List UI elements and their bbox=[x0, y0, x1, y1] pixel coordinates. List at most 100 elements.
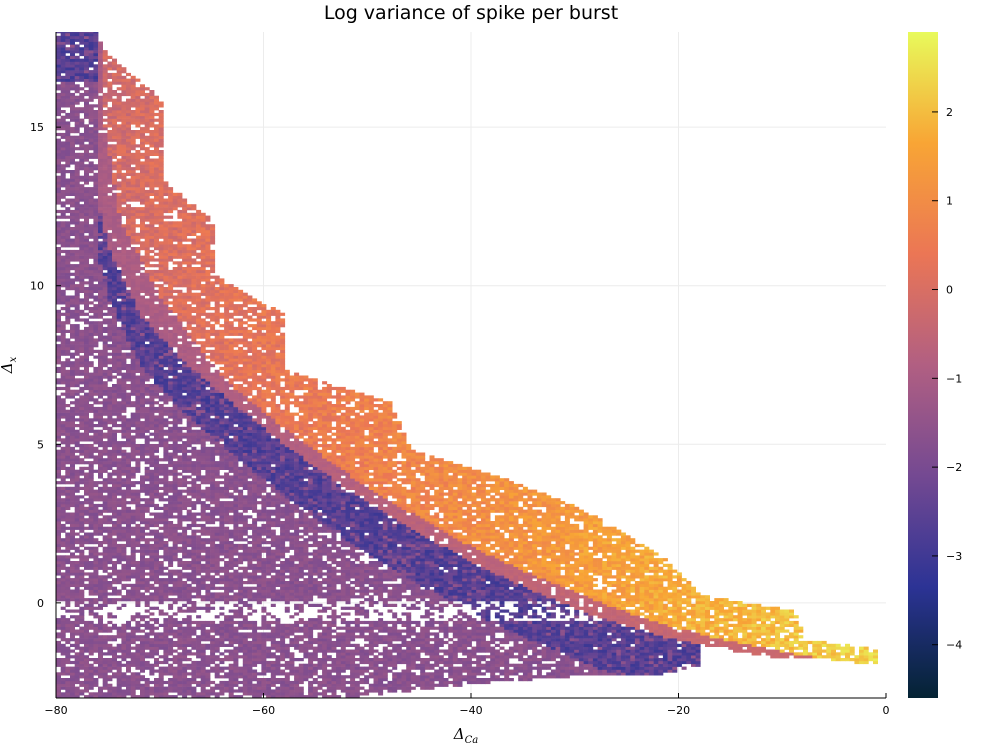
cell-lower bbox=[154, 569, 159, 573]
cell-lower bbox=[121, 429, 127, 433]
cell-upper bbox=[177, 235, 183, 239]
cell-lower bbox=[158, 678, 164, 682]
cell-upper bbox=[177, 204, 183, 208]
cell-upper bbox=[126, 172, 131, 176]
cell-lower bbox=[126, 481, 131, 485]
cell-lower bbox=[79, 364, 85, 368]
cell-lower bbox=[93, 643, 99, 647]
cell-dark-fringe bbox=[130, 312, 136, 316]
cell-lower bbox=[60, 406, 66, 411]
cell-upper bbox=[140, 110, 145, 114]
cell-dark-fringe bbox=[65, 50, 71, 54]
cell-upper bbox=[140, 170, 145, 174]
cell-lower bbox=[163, 478, 169, 482]
cell-lower bbox=[102, 321, 108, 325]
cell-lower bbox=[98, 364, 103, 368]
cell-lower bbox=[56, 224, 61, 228]
cell-lower bbox=[88, 50, 94, 54]
cell-lower bbox=[98, 695, 103, 698]
cell-lower bbox=[102, 346, 108, 351]
cell-lower bbox=[74, 235, 80, 239]
cell-lower bbox=[135, 626, 141, 630]
cell-lower bbox=[130, 632, 136, 636]
cell-lower bbox=[121, 426, 127, 430]
cell-mid-band bbox=[98, 152, 103, 156]
cell-lower bbox=[93, 321, 99, 325]
cell-upper bbox=[154, 272, 159, 276]
cell-lower bbox=[130, 538, 136, 542]
cell-mid-band bbox=[154, 326, 159, 331]
cell-mid-band bbox=[112, 249, 117, 254]
cell-lower bbox=[60, 375, 66, 379]
cell-mid-band bbox=[98, 75, 103, 79]
cell-dark-fringe bbox=[88, 33, 94, 37]
cell-mid-band bbox=[126, 269, 131, 274]
cell-dark-fringe bbox=[177, 381, 183, 385]
cell-lower bbox=[88, 127, 94, 131]
cell-lower bbox=[79, 655, 85, 659]
cell-lower bbox=[79, 155, 85, 159]
cell-lower bbox=[70, 218, 75, 222]
cell-upper bbox=[112, 178, 117, 182]
cell-lower bbox=[144, 523, 150, 528]
cell-lower bbox=[140, 538, 145, 542]
cell-lower bbox=[93, 287, 99, 291]
cell-lower bbox=[140, 566, 145, 570]
cell-lower bbox=[98, 324, 103, 328]
cell-lower bbox=[182, 535, 188, 539]
cell-lower bbox=[107, 432, 113, 436]
cell-lower bbox=[56, 301, 61, 305]
cell-lower bbox=[168, 603, 174, 607]
cell-lower bbox=[98, 309, 103, 313]
cell-lower bbox=[56, 152, 61, 156]
cell-lower bbox=[93, 612, 99, 616]
cell-mid-band bbox=[112, 212, 117, 216]
cell-lower bbox=[65, 381, 71, 385]
cell-lower bbox=[60, 301, 66, 305]
cell-mid-band bbox=[98, 195, 103, 199]
cell-lower bbox=[74, 503, 80, 508]
cell-lower bbox=[56, 492, 61, 496]
cell-lower bbox=[121, 643, 127, 647]
cell-dark-fringe bbox=[107, 252, 113, 256]
cell-upper bbox=[135, 78, 141, 82]
cell-lower bbox=[88, 292, 94, 296]
cell-upper bbox=[172, 221, 178, 225]
cell-dark-fringe bbox=[135, 338, 141, 342]
cell-dark-fringe bbox=[135, 355, 141, 359]
cell-lower bbox=[116, 483, 122, 488]
cell-upper bbox=[116, 161, 122, 165]
cell-lower bbox=[140, 332, 145, 336]
cell-lower bbox=[126, 501, 131, 505]
cell-lower bbox=[144, 695, 150, 698]
cell-lower bbox=[168, 435, 174, 439]
cell-lower bbox=[107, 389, 113, 393]
cell-mid-band bbox=[163, 326, 169, 331]
cell-upper bbox=[177, 281, 183, 285]
cell-lower bbox=[177, 575, 183, 579]
cell-dark-fringe bbox=[107, 258, 113, 262]
cell-lower bbox=[163, 458, 169, 462]
cell-lower bbox=[102, 463, 108, 468]
cell-lower bbox=[107, 301, 113, 305]
cell-dark-fringe bbox=[116, 287, 122, 291]
cell-dark-fringe bbox=[93, 44, 99, 48]
cell-lower bbox=[56, 329, 61, 333]
cell-lower bbox=[116, 632, 122, 636]
cell-lower bbox=[88, 506, 94, 510]
cell-lower bbox=[130, 543, 136, 548]
cell-lower bbox=[140, 489, 145, 493]
cell-lower bbox=[84, 318, 89, 322]
cell-upper bbox=[116, 107, 122, 111]
cell-lower bbox=[163, 595, 169, 599]
cell-dark-fringe bbox=[140, 321, 145, 325]
cell-lower bbox=[84, 178, 89, 182]
cell-upper bbox=[144, 150, 150, 154]
cell-mid-band bbox=[112, 247, 117, 251]
cell-upper bbox=[149, 224, 155, 228]
cell-lower bbox=[135, 458, 141, 462]
cell-upper bbox=[163, 247, 169, 251]
cell-dark-fringe bbox=[149, 372, 155, 376]
cell-upper bbox=[163, 215, 169, 219]
cell-upper bbox=[144, 204, 150, 208]
